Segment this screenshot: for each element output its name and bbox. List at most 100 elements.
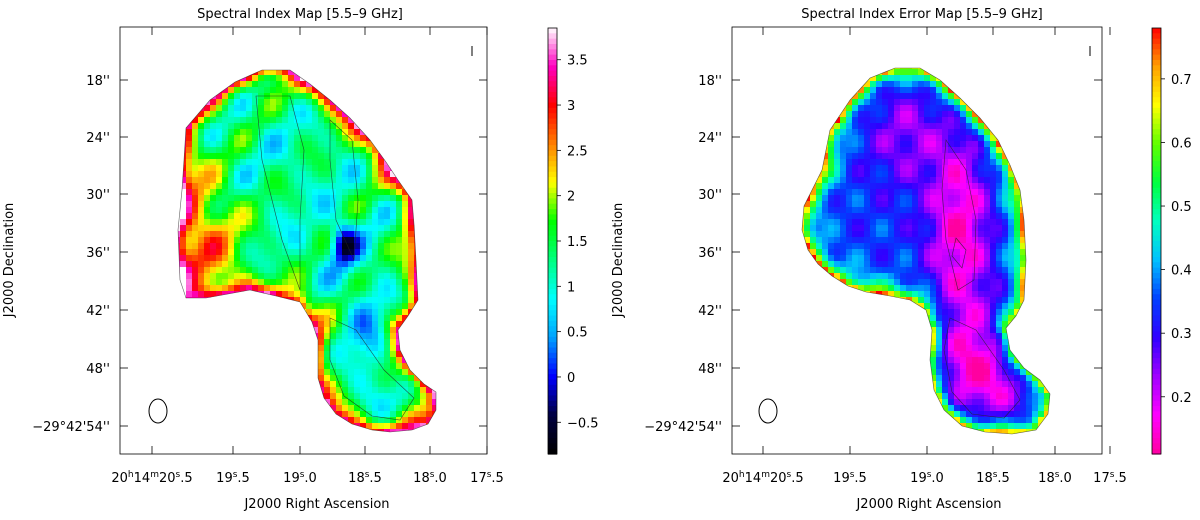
heatmap-cell: [222, 141, 229, 148]
heatmap-cell: [258, 135, 265, 142]
heatmap-cell: [288, 111, 295, 118]
heatmap-cell: [180, 153, 187, 160]
heatmap-cell: [312, 315, 319, 322]
heatmap-cell: [306, 159, 313, 166]
heatmap-cell: [252, 189, 259, 196]
heatmap-cell: [312, 255, 319, 262]
heatmap-cell: [384, 303, 391, 310]
heatmap-cell: [246, 195, 253, 202]
heatmap-cell: [900, 141, 907, 148]
heatmap-cell: [876, 141, 883, 148]
heatmap-cell: [882, 207, 889, 214]
heatmap-cell: [306, 267, 313, 274]
colorbar-segment: [548, 38, 557, 45]
heatmap-cell: [924, 147, 931, 154]
heatmap-cell: [396, 171, 403, 178]
heatmap-cell: [294, 177, 301, 184]
heatmap-cell: [178, 237, 181, 244]
heatmap-cell: [354, 291, 361, 298]
heatmap-cell: [258, 153, 265, 160]
heatmap-cell: [1038, 411, 1045, 418]
heatmap-cell: [228, 291, 235, 298]
heatmap-cell: [336, 255, 343, 262]
heatmap-cell: [408, 213, 415, 220]
heatmap-cell: [990, 363, 997, 370]
heatmap-cell: [348, 267, 355, 274]
heatmap-cell: [348, 243, 355, 250]
heatmap-cell: [840, 135, 847, 142]
heatmap-cell: [342, 423, 349, 430]
heatmap-cell: [324, 267, 331, 274]
heatmap-cell: [186, 153, 193, 160]
chart-title: Spectral Index Error Map [5.5–9 GHz]: [801, 7, 1043, 22]
heatmap-cell: [198, 243, 205, 250]
heatmap-cell: [306, 183, 313, 190]
heatmap-cell: [234, 225, 241, 232]
heatmap-cell: [906, 201, 913, 208]
colorbar-segment: [1152, 246, 1161, 253]
heatmap-cell: [1008, 237, 1015, 244]
heatmap-cell: [408, 357, 415, 364]
heatmap-cell: [354, 231, 361, 238]
heatmap-cell: [828, 177, 835, 184]
heatmap-cell: [906, 69, 913, 76]
heatmap-cell: [270, 63, 277, 70]
heatmap-cell: [948, 417, 955, 424]
heatmap-cell: [312, 273, 319, 280]
heatmap-cell: [384, 405, 391, 412]
heatmap-cell: [258, 159, 265, 166]
heatmap-cell: [984, 429, 991, 434]
heatmap-cell: [282, 249, 289, 256]
heatmap-cell: [960, 219, 967, 226]
heatmap-cell: [810, 213, 817, 220]
colorbar: −0.500.511.522.533.5: [547, 27, 599, 455]
heatmap-cell: [954, 153, 961, 160]
colorbar-segment: [1152, 150, 1161, 157]
heatmap-cell: [840, 153, 847, 160]
heatmap-cell: [228, 147, 235, 154]
heatmap-cell: [1020, 285, 1027, 292]
heatmap-cell: [930, 201, 937, 208]
heatmap-cell: [924, 279, 931, 286]
heatmap-cell: [330, 399, 337, 406]
heatmap-cell: [906, 93, 913, 100]
heatmap-cell: [360, 249, 367, 256]
heatmap-cell: [984, 423, 991, 430]
heatmap-cell: [366, 393, 373, 400]
heatmap-cell: [840, 273, 847, 280]
heatmap-cell: [942, 213, 949, 220]
heatmap-cell: [924, 237, 931, 244]
heatmap-cell: [258, 249, 265, 256]
heatmap-cell: [936, 279, 943, 286]
heatmap-cell: [828, 225, 835, 232]
heatmap-cell: [1020, 261, 1027, 268]
heatmap-cell: [306, 75, 313, 82]
heatmap-cell: [252, 159, 259, 166]
heatmap-cell: [840, 195, 847, 202]
heatmap-cell: [216, 201, 223, 208]
heatmap-cell: [294, 273, 301, 280]
heatmap-cell: [348, 153, 355, 160]
heatmap-cell: [918, 225, 925, 232]
heatmap-cell: [264, 81, 271, 88]
heatmap-cell: [900, 87, 907, 94]
heatmap-cell: [348, 351, 355, 358]
heatmap-cell: [300, 255, 307, 262]
colorbar-segment: [1152, 299, 1161, 306]
heatmap-cell: [984, 153, 991, 160]
heatmap-cell: [180, 195, 187, 202]
heatmap-cell: [888, 111, 895, 118]
heatmap-cell: [978, 195, 985, 202]
heatmap-cell: [390, 159, 397, 166]
heatmap-cell: [948, 285, 955, 292]
colorbar-segment: [1152, 75, 1161, 82]
heatmap-cell: [216, 147, 223, 154]
heatmap-cell: [936, 345, 943, 352]
heatmap-cell: [402, 369, 409, 376]
heatmap-cell: [246, 93, 253, 100]
heatmap-cell: [180, 225, 187, 232]
colorbar-segment: [1152, 448, 1161, 455]
heatmap-cell: [864, 213, 871, 220]
heatmap-cell: [912, 195, 919, 202]
heatmap-cell: [996, 351, 1003, 358]
